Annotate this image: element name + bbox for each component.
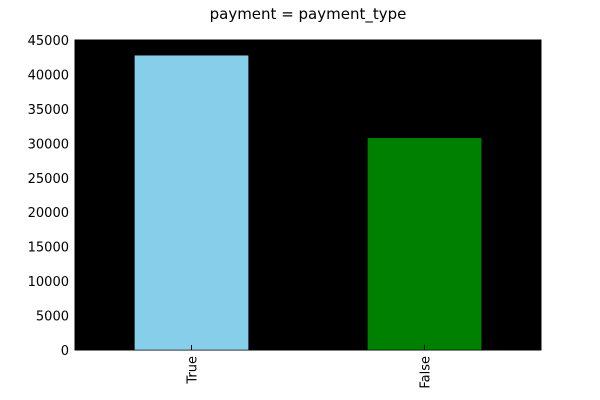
y-tick-label: 20000 <box>28 206 69 221</box>
bars-group <box>134 54 482 351</box>
chart-title: payment = payment_type <box>210 5 407 24</box>
x-tick-label: False <box>419 356 434 389</box>
y-tick-label: 0 <box>61 344 69 359</box>
y-tick-label: 10000 <box>28 275 69 290</box>
y-tick-label: 35000 <box>28 103 69 118</box>
bar-false <box>367 137 482 351</box>
y-tick-label: 45000 <box>28 34 69 49</box>
x-axis: True False <box>186 40 434 389</box>
y-axis: 0 5000 10000 15000 20000 25000 30000 35000 40000… <box>28 34 541 359</box>
y-tick-label: 15000 <box>28 241 69 256</box>
x-tick-label: True <box>186 356 201 385</box>
y-tick-label: 5000 <box>36 310 69 325</box>
bar-true <box>134 54 249 351</box>
y-tick-label: 25000 <box>28 172 69 187</box>
y-tick-label: 30000 <box>28 137 69 152</box>
y-tick-label: 40000 <box>28 68 69 83</box>
